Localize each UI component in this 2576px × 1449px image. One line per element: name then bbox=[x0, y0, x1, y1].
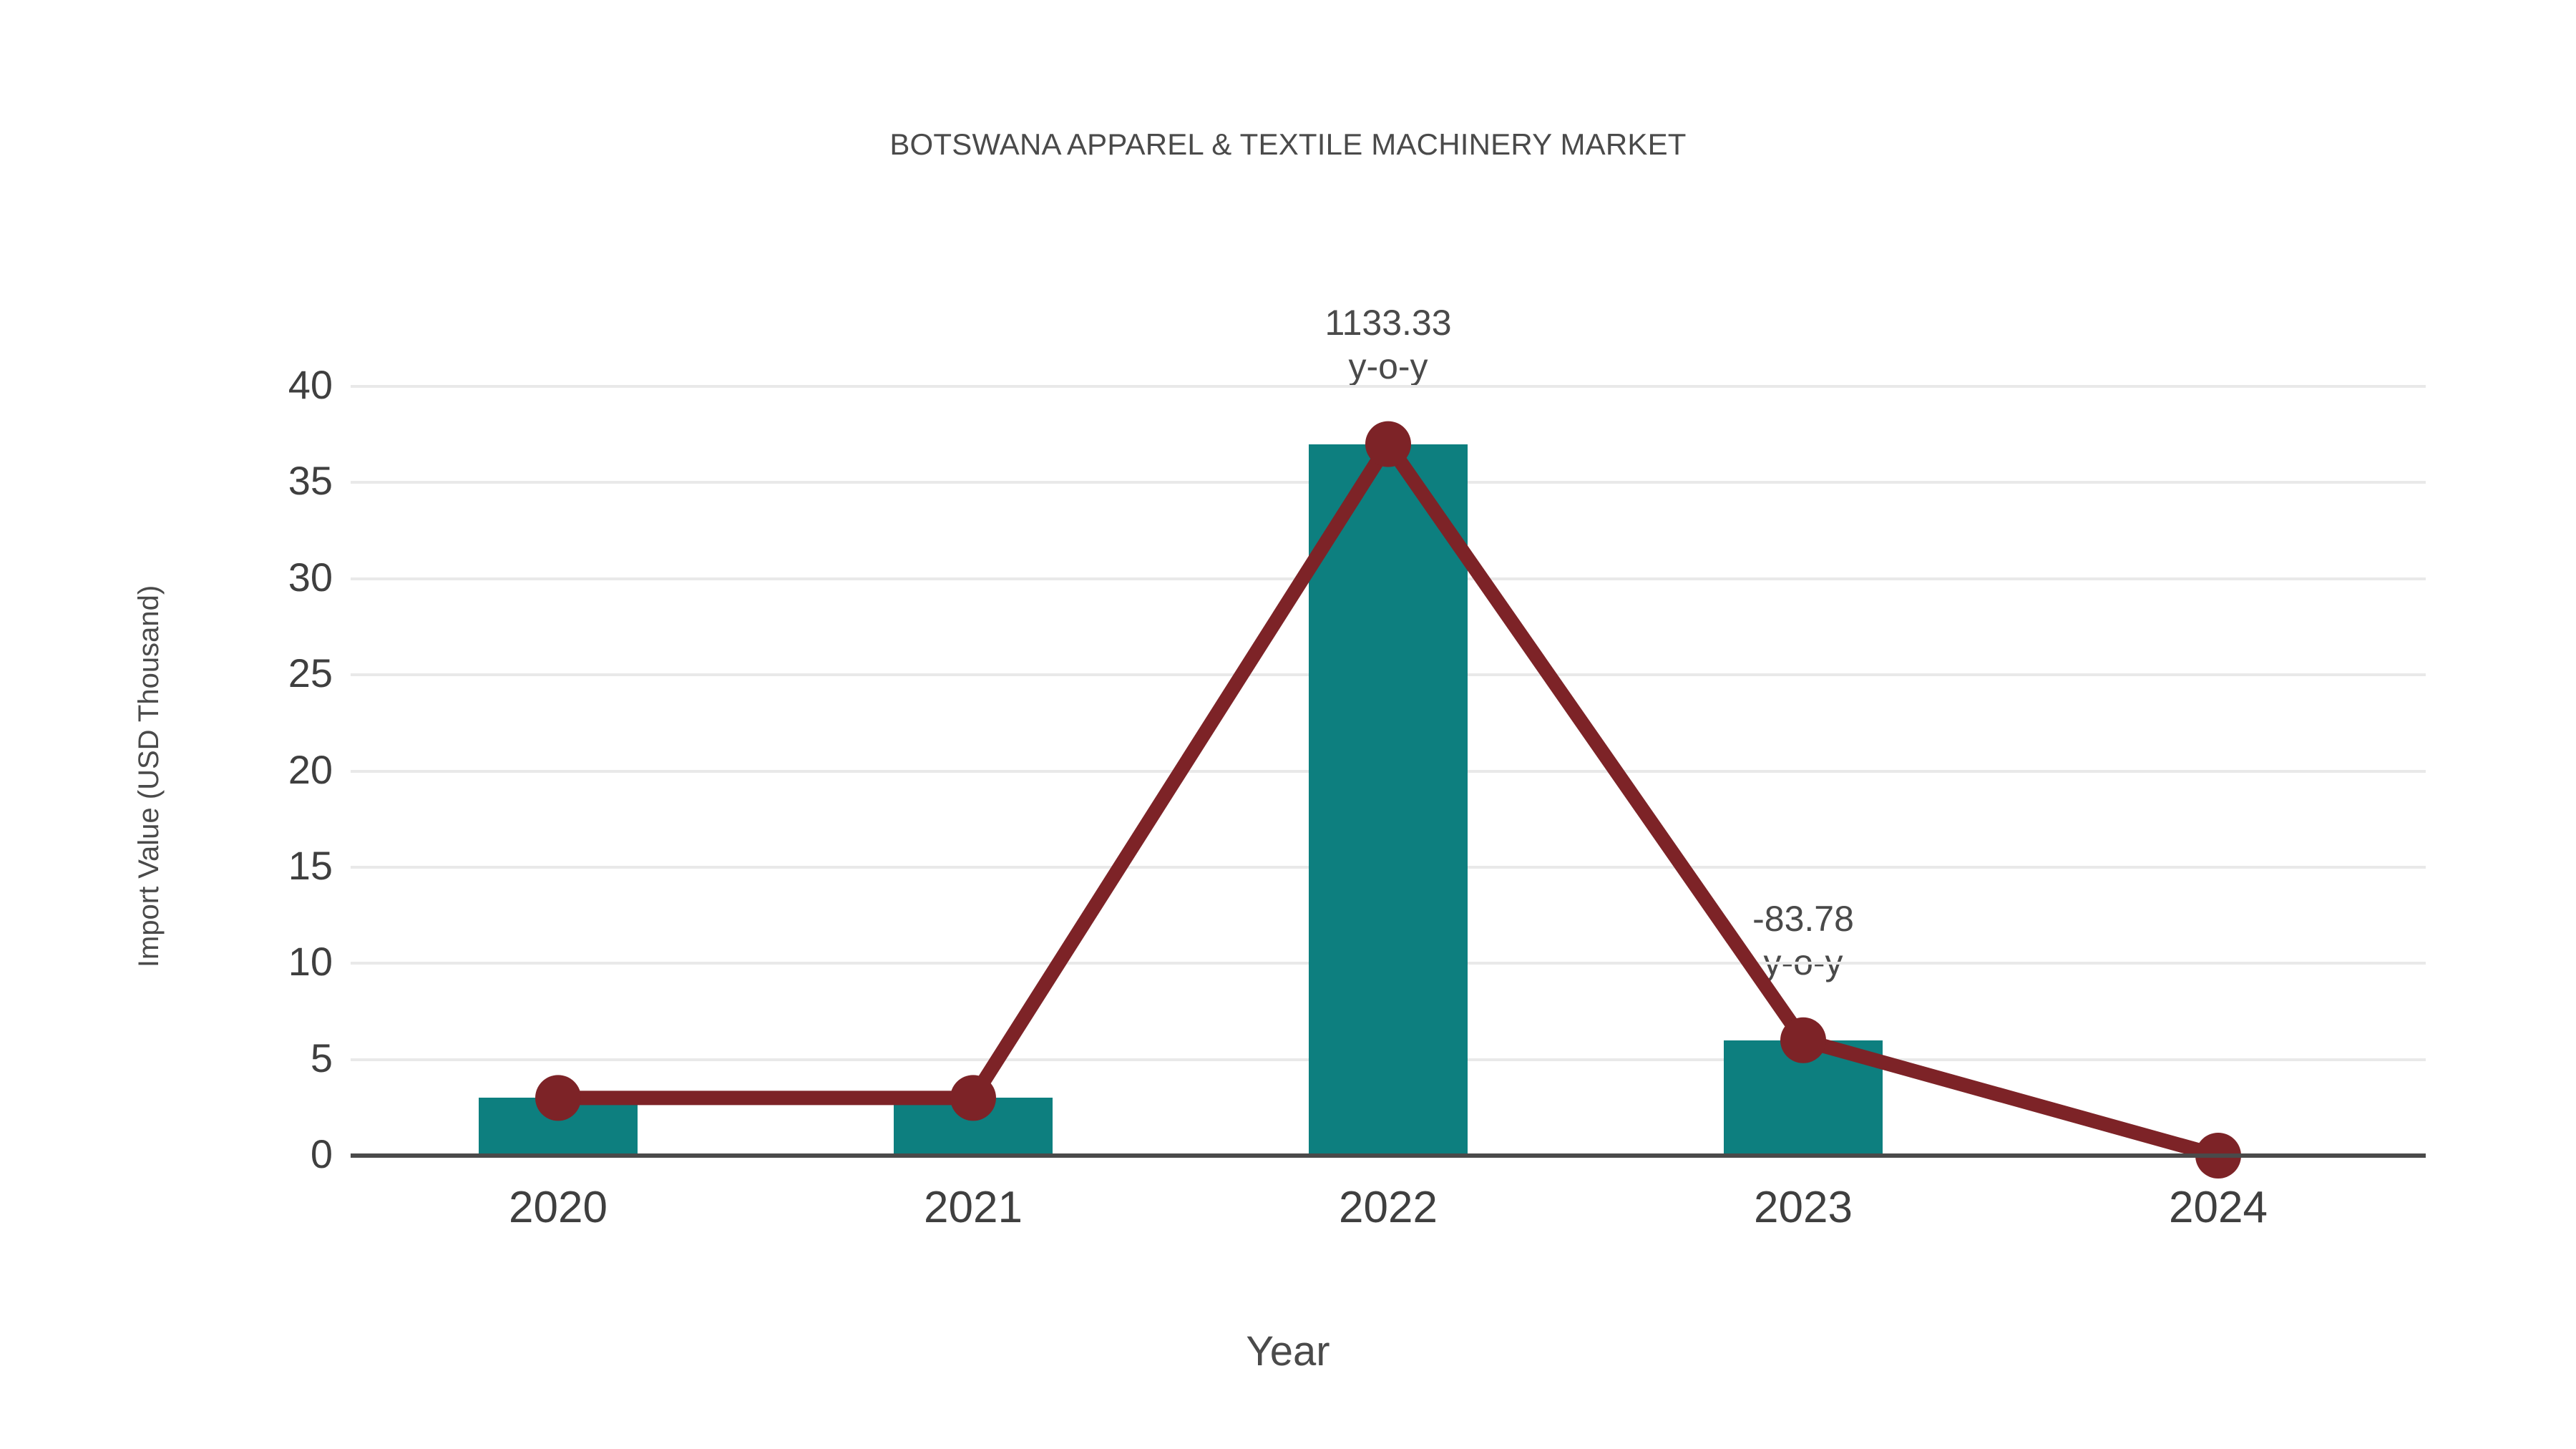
chart-title: BOTSWANA APPAREL & TEXTILE MACHINERY MAR… bbox=[889, 127, 1687, 161]
trend-line bbox=[551, 436, 2225, 1163]
x-tick-label: 2023 bbox=[1754, 1183, 1853, 1232]
y-tick-label: 5 bbox=[310, 1035, 333, 1080]
annotation-value: 1133.33 bbox=[1324, 302, 1452, 343]
y-tick-label: 0 bbox=[310, 1131, 333, 1176]
x-tick-label: 2020 bbox=[509, 1183, 608, 1232]
plot-area bbox=[351, 385, 2426, 1179]
x-axis-line bbox=[351, 1153, 2426, 1158]
x-tick-label: 2024 bbox=[2169, 1183, 2268, 1232]
data-point-marker bbox=[950, 1075, 996, 1121]
gridline bbox=[351, 385, 2426, 388]
y-tick-label: 35 bbox=[288, 458, 333, 504]
y-tick-label: 40 bbox=[288, 362, 333, 407]
y-tick-label: 20 bbox=[288, 746, 333, 792]
annotation-value: -83.78 bbox=[1752, 898, 1854, 939]
data-point-marker bbox=[1365, 421, 1411, 467]
y-tick-label: 25 bbox=[288, 650, 333, 696]
bar bbox=[1308, 444, 1468, 1156]
x-axis-title: Year bbox=[1246, 1328, 1330, 1375]
annotation: 1133.33 y-o-y bbox=[1188, 301, 1589, 389]
x-tick-label: 2022 bbox=[1339, 1183, 1438, 1232]
data-point-marker bbox=[1780, 1017, 1826, 1063]
line-series bbox=[535, 421, 2241, 1179]
y-tick-label: 30 bbox=[288, 554, 333, 600]
y-tick-label: 10 bbox=[288, 939, 333, 985]
y-axis-title: Import Value (USD Thousand) bbox=[133, 585, 165, 968]
x-tick-label: 2021 bbox=[924, 1183, 1023, 1232]
data-point-marker bbox=[535, 1075, 581, 1121]
annotation-suffix: y-o-y bbox=[1348, 346, 1428, 386]
y-tick-label: 15 bbox=[288, 842, 333, 888]
